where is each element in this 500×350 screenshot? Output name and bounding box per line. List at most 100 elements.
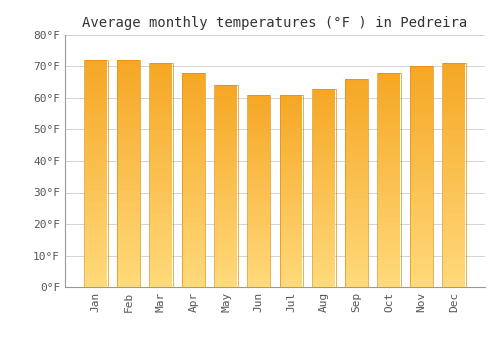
- Bar: [443, 209, 466, 214]
- Bar: [346, 188, 368, 194]
- Bar: [118, 259, 140, 264]
- Bar: [410, 199, 432, 204]
- Bar: [150, 147, 172, 153]
- Bar: [312, 133, 335, 138]
- Bar: [410, 149, 432, 155]
- Bar: [118, 77, 140, 83]
- Bar: [280, 176, 302, 181]
- Bar: [118, 162, 140, 168]
- Bar: [346, 157, 368, 162]
- Bar: [215, 201, 238, 206]
- Bar: [84, 77, 107, 83]
- Bar: [118, 60, 140, 66]
- Bar: [118, 106, 140, 111]
- Bar: [346, 178, 368, 183]
- Bar: [182, 223, 204, 228]
- Bar: [248, 201, 270, 205]
- Bar: [410, 138, 432, 143]
- Bar: [248, 109, 270, 114]
- Bar: [443, 164, 466, 170]
- Bar: [312, 198, 335, 203]
- Bar: [182, 137, 204, 142]
- Bar: [280, 95, 303, 287]
- Bar: [280, 205, 302, 210]
- Bar: [84, 71, 107, 77]
- Bar: [118, 241, 140, 247]
- Bar: [248, 181, 270, 186]
- Bar: [410, 89, 432, 94]
- Bar: [182, 126, 204, 132]
- Bar: [150, 86, 172, 91]
- Bar: [312, 262, 335, 267]
- Bar: [410, 116, 432, 121]
- Bar: [215, 131, 238, 136]
- Bar: [215, 211, 238, 216]
- Bar: [346, 131, 368, 136]
- Bar: [378, 175, 400, 180]
- Bar: [215, 111, 238, 116]
- Bar: [443, 192, 466, 197]
- Bar: [248, 220, 270, 225]
- Bar: [443, 265, 466, 270]
- Bar: [215, 161, 238, 166]
- Bar: [150, 259, 172, 265]
- Bar: [346, 90, 368, 95]
- Bar: [410, 204, 432, 210]
- Bar: [378, 212, 400, 217]
- Bar: [442, 63, 466, 287]
- Bar: [215, 247, 238, 252]
- Bar: [150, 103, 172, 108]
- Bar: [118, 111, 140, 117]
- Bar: [215, 226, 238, 232]
- Bar: [150, 220, 172, 225]
- Bar: [443, 80, 466, 86]
- Bar: [248, 186, 270, 191]
- Bar: [215, 196, 238, 201]
- Bar: [182, 206, 204, 212]
- Bar: [215, 100, 238, 106]
- Bar: [118, 253, 140, 259]
- Bar: [312, 118, 335, 123]
- Bar: [182, 73, 206, 287]
- Bar: [410, 155, 432, 160]
- Bar: [150, 63, 172, 69]
- Bar: [182, 228, 204, 233]
- Bar: [150, 69, 172, 75]
- Bar: [346, 95, 368, 100]
- Bar: [84, 83, 107, 89]
- Bar: [280, 258, 302, 263]
- Bar: [312, 218, 335, 223]
- Bar: [312, 277, 335, 282]
- Bar: [182, 233, 204, 239]
- Bar: [312, 173, 335, 178]
- Bar: [280, 109, 302, 114]
- Bar: [182, 191, 204, 196]
- Bar: [312, 138, 335, 143]
- Bar: [378, 255, 400, 260]
- Bar: [118, 219, 140, 225]
- Bar: [150, 237, 172, 242]
- Bar: [312, 232, 335, 237]
- Bar: [182, 99, 204, 105]
- Bar: [182, 250, 204, 255]
- Bar: [280, 234, 302, 239]
- Bar: [182, 201, 204, 206]
- Bar: [84, 117, 107, 122]
- Bar: [346, 162, 368, 167]
- Bar: [214, 85, 238, 287]
- Bar: [182, 132, 204, 137]
- Bar: [280, 95, 302, 100]
- Bar: [182, 276, 204, 282]
- Bar: [410, 232, 432, 237]
- Bar: [346, 282, 368, 287]
- Bar: [378, 282, 400, 287]
- Bar: [312, 108, 335, 113]
- Bar: [378, 206, 400, 212]
- Bar: [248, 253, 270, 258]
- Bar: [84, 60, 108, 287]
- Bar: [443, 142, 466, 147]
- Bar: [84, 236, 107, 241]
- Bar: [346, 100, 368, 105]
- Bar: [410, 144, 432, 149]
- Bar: [378, 271, 400, 276]
